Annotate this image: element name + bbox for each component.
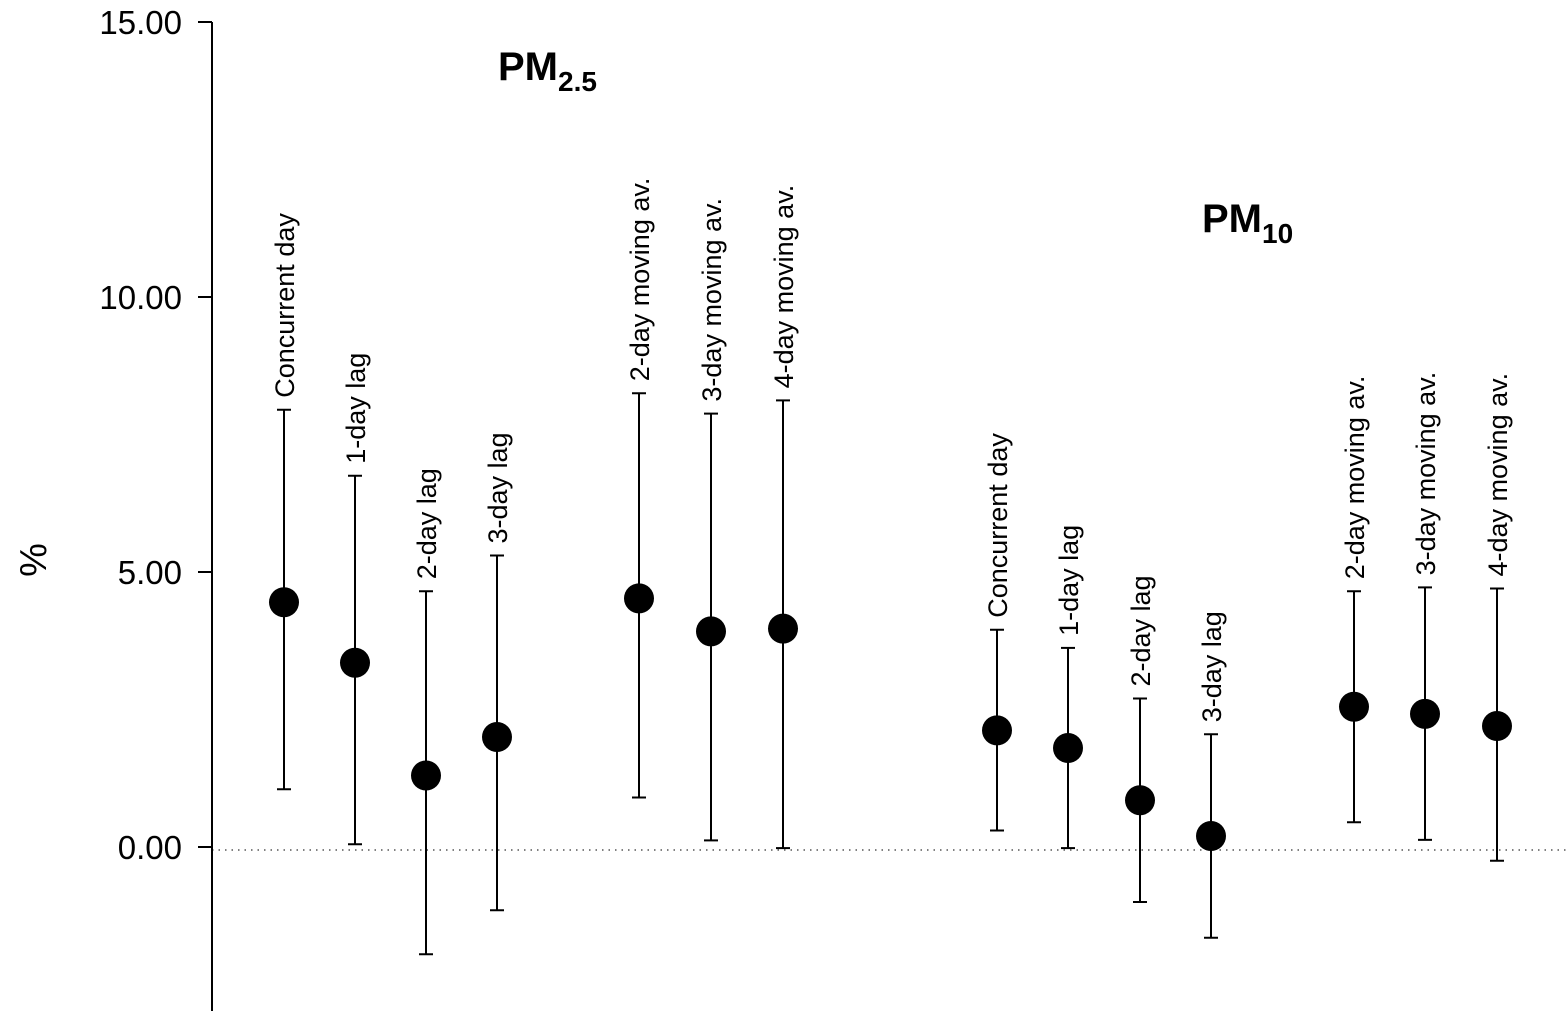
- data-point: [482, 722, 512, 752]
- group-label-subscript: 2.5: [558, 66, 597, 97]
- point-label: 4-day moving av.: [769, 185, 799, 389]
- data-point: [1410, 698, 1440, 729]
- group-label-main: PM: [498, 45, 558, 89]
- y-tick-label: 10.00: [99, 279, 182, 316]
- series-group: PM10 Concurrent day 1-day lag 2-day lag 3-da…: [982, 197, 1513, 939]
- data-point: [1196, 821, 1226, 851]
- series-group: PM2.5 Concurrent day 1-day lag 2-day lag 3-d…: [269, 45, 799, 956]
- point-label: 1-day lag: [341, 353, 371, 464]
- point-label: 3-day lag: [1197, 611, 1227, 722]
- data-point: [1125, 785, 1155, 816]
- group-label: PM10: [1202, 197, 1293, 249]
- data-point: [340, 647, 370, 678]
- group-label-main: PM: [1202, 197, 1262, 241]
- point-label: 3-day moving av.: [1411, 372, 1441, 576]
- group-label: PM2.5: [498, 45, 597, 97]
- y-tick-label: 15.00: [99, 4, 182, 41]
- point-label: 2-day moving av.: [625, 178, 655, 382]
- point-label: 3-day lag: [483, 432, 513, 543]
- y-tick-label: 5.00: [118, 554, 182, 591]
- data-point: [1482, 711, 1512, 741]
- y-axis-label: %: [13, 543, 55, 577]
- group-label-subscript: 10: [1262, 218, 1293, 249]
- data-point: [411, 760, 441, 791]
- data-point: [624, 583, 654, 614]
- point-label: 2-day lag: [1126, 575, 1156, 686]
- point-label: 2-day lag: [412, 468, 442, 579]
- point-label: Concurrent day: [983, 433, 1013, 618]
- point-label: 3-day moving av.: [697, 198, 727, 402]
- y-axis: 0.00 5.00 10.00 15.00: [99, 4, 213, 1011]
- data-point: [768, 613, 798, 644]
- data-point: [269, 587, 299, 618]
- data-point: [1053, 733, 1083, 763]
- data-point: [1339, 691, 1369, 722]
- point-label: 4-day moving av.: [1483, 373, 1513, 577]
- point-label: 2-day moving av.: [1340, 376, 1370, 580]
- point-label: 1-day lag: [1054, 525, 1084, 636]
- data-point: [982, 715, 1012, 746]
- point-label: Concurrent day: [270, 213, 300, 398]
- y-tick-label: 0.00: [118, 829, 182, 866]
- data-point: [696, 616, 726, 647]
